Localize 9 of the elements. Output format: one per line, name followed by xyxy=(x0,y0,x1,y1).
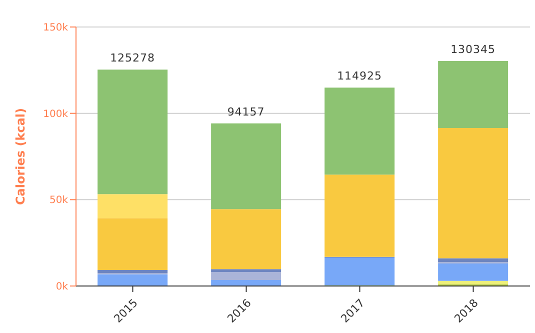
total-label: 125278 xyxy=(110,52,156,65)
y-tick-label: 150k xyxy=(43,22,68,34)
y-tick-label: 0k xyxy=(56,282,68,293)
total-label: 114925 xyxy=(337,70,382,83)
total-label: 94157 xyxy=(227,105,265,118)
y-tick-label: 100k xyxy=(43,108,68,120)
y-tick-label: 50k xyxy=(49,195,68,206)
y-axis-title: Calories (kcal) xyxy=(13,108,28,206)
total-label: 130345 xyxy=(450,42,496,56)
